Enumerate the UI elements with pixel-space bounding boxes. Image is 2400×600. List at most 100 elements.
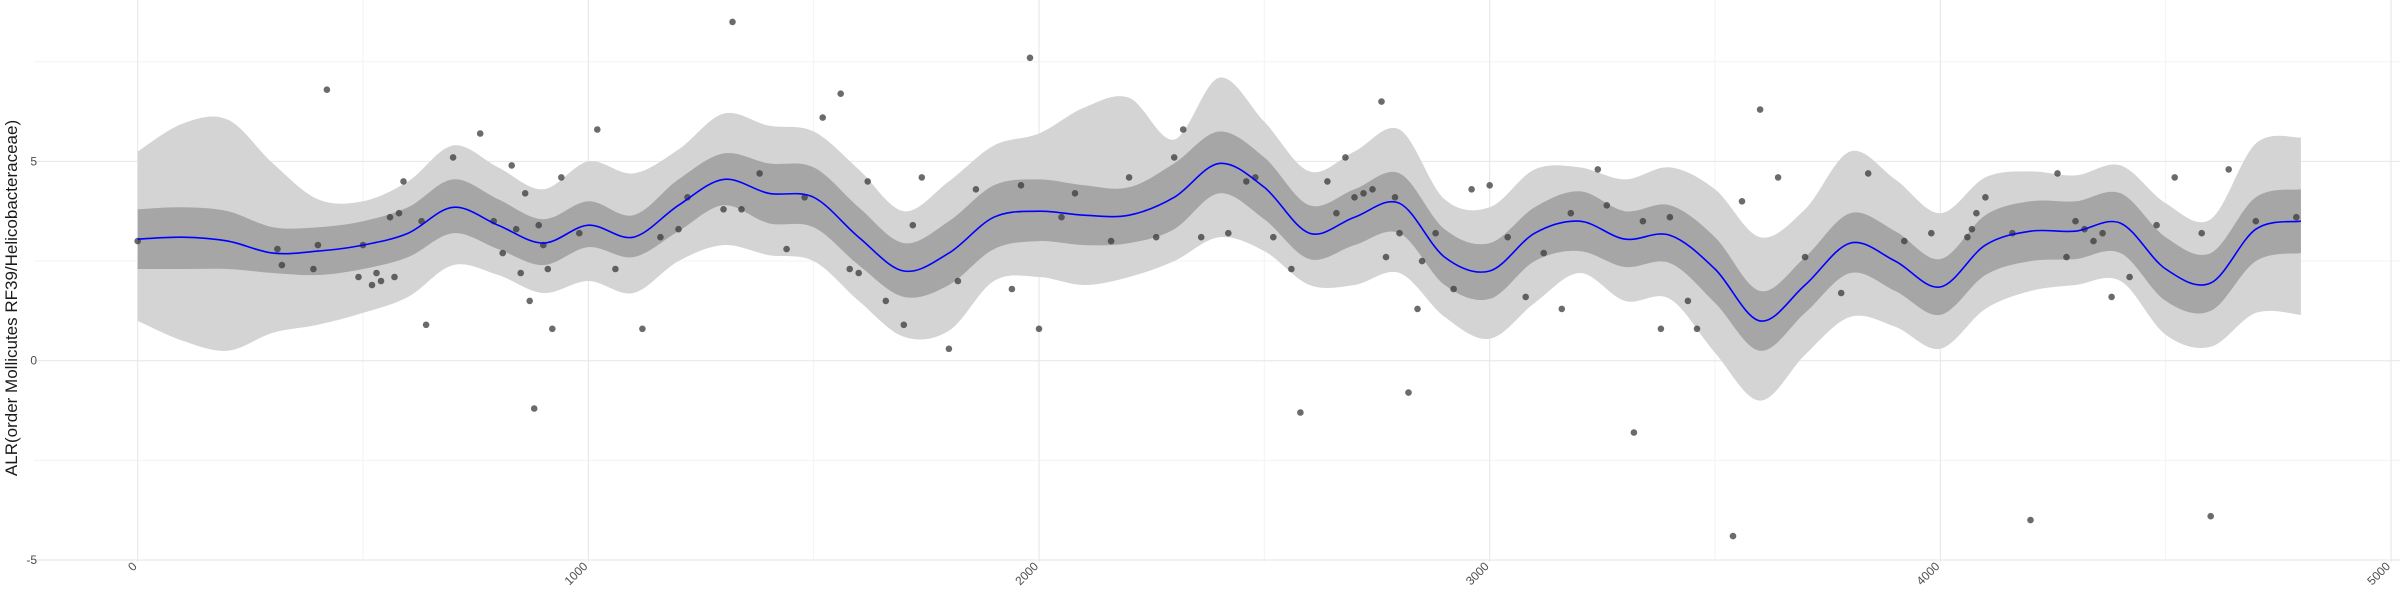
data-point bbox=[278, 261, 286, 269]
data-point bbox=[1729, 532, 1737, 540]
data-point bbox=[1540, 249, 1547, 257]
data-point bbox=[2063, 253, 2070, 261]
data-point bbox=[1396, 229, 1403, 237]
data-point bbox=[1297, 409, 1304, 416]
data-point bbox=[1035, 325, 1043, 333]
data-point bbox=[1639, 217, 1647, 225]
y-axis-title: ALR(order Mollicutes RF39/Helicobacterac… bbox=[2, 120, 21, 476]
data-point bbox=[323, 86, 331, 93]
data-point bbox=[783, 245, 790, 253]
data-point bbox=[1125, 174, 1133, 181]
data-point bbox=[449, 154, 457, 161]
fit-line bbox=[137, 162, 2302, 322]
data-point bbox=[1468, 186, 1475, 193]
data-point bbox=[377, 277, 385, 285]
y-tick-label: -5 bbox=[26, 553, 37, 567]
data-point bbox=[1342, 154, 1349, 161]
x-tick-label: 4000 bbox=[1914, 559, 1943, 588]
data-point bbox=[2171, 174, 2178, 181]
data-point bbox=[864, 178, 871, 185]
data-point bbox=[657, 233, 664, 241]
data-point bbox=[1594, 166, 1602, 173]
data-point bbox=[2108, 293, 2115, 301]
data-point bbox=[2198, 229, 2205, 237]
data-point bbox=[1378, 98, 1385, 105]
data-point bbox=[2054, 170, 2061, 177]
data-point bbox=[2225, 166, 2232, 173]
data-point bbox=[2072, 217, 2079, 225]
data-point bbox=[1418, 257, 1426, 265]
data-point bbox=[684, 194, 691, 201]
inner-confidence-band bbox=[137, 131, 2301, 351]
data-point bbox=[1008, 285, 1016, 293]
data-point bbox=[918, 174, 926, 181]
data-point bbox=[675, 225, 682, 233]
data-point bbox=[368, 281, 376, 289]
data-point bbox=[738, 206, 745, 213]
data-point bbox=[1197, 233, 1205, 241]
data-point bbox=[1333, 209, 1340, 217]
x-tick-label: 3000 bbox=[1463, 559, 1492, 588]
data-point bbox=[1369, 186, 1376, 193]
data-point bbox=[1522, 293, 1529, 301]
data-point bbox=[1756, 106, 1764, 113]
data-point bbox=[1360, 190, 1367, 197]
data-point bbox=[819, 114, 826, 121]
data-point bbox=[1450, 285, 1457, 293]
data-point bbox=[1567, 209, 1575, 217]
data-point bbox=[1058, 213, 1065, 221]
data-point bbox=[530, 405, 538, 412]
data-point bbox=[1324, 178, 1331, 185]
data-point bbox=[945, 345, 953, 353]
data-point bbox=[1026, 54, 1034, 62]
data-point bbox=[499, 249, 507, 257]
data-point bbox=[1558, 305, 1566, 313]
x-tick-label: 1000 bbox=[562, 559, 591, 588]
data-point bbox=[1179, 126, 1187, 133]
data-point bbox=[576, 229, 583, 237]
y-tick-label: 5 bbox=[30, 154, 37, 168]
y-tick-label: 0 bbox=[30, 354, 37, 368]
data-point bbox=[1382, 253, 1390, 261]
data-point bbox=[391, 273, 398, 281]
data-point bbox=[2126, 273, 2133, 281]
data-point bbox=[1243, 178, 1250, 185]
data-point bbox=[756, 170, 763, 177]
data-point bbox=[729, 18, 736, 26]
data-point bbox=[846, 265, 853, 273]
data-point bbox=[476, 130, 484, 137]
data-point bbox=[1973, 209, 1980, 217]
data-point bbox=[517, 269, 524, 277]
data-point bbox=[373, 269, 380, 277]
data-point bbox=[594, 126, 601, 133]
data-point bbox=[558, 174, 565, 181]
data-point bbox=[1152, 233, 1160, 241]
data-point bbox=[1666, 213, 1674, 221]
data-point bbox=[422, 321, 430, 329]
data-point bbox=[1432, 229, 1439, 237]
data-point bbox=[1693, 325, 1701, 333]
data-point bbox=[314, 241, 322, 249]
data-point bbox=[1982, 194, 1989, 201]
data-point bbox=[1801, 253, 1809, 261]
data-point bbox=[2153, 221, 2160, 229]
data-point bbox=[2293, 213, 2300, 221]
data-point bbox=[801, 194, 808, 201]
data-point bbox=[2099, 229, 2106, 237]
data-point bbox=[2027, 516, 2034, 524]
data-point bbox=[1657, 325, 1665, 333]
data-point bbox=[1837, 289, 1845, 297]
data-point bbox=[972, 186, 980, 193]
data-point bbox=[1486, 182, 1493, 189]
data-point bbox=[1504, 233, 1511, 241]
x-tick-label: 5000 bbox=[2364, 559, 2393, 588]
data-point bbox=[2252, 217, 2260, 225]
data-point bbox=[900, 321, 908, 329]
data-point bbox=[1288, 265, 1295, 273]
data-point bbox=[1225, 229, 1232, 237]
data-point bbox=[1968, 225, 1976, 233]
data-point bbox=[544, 265, 552, 273]
data-point bbox=[954, 277, 962, 285]
data-point bbox=[1901, 237, 1908, 245]
